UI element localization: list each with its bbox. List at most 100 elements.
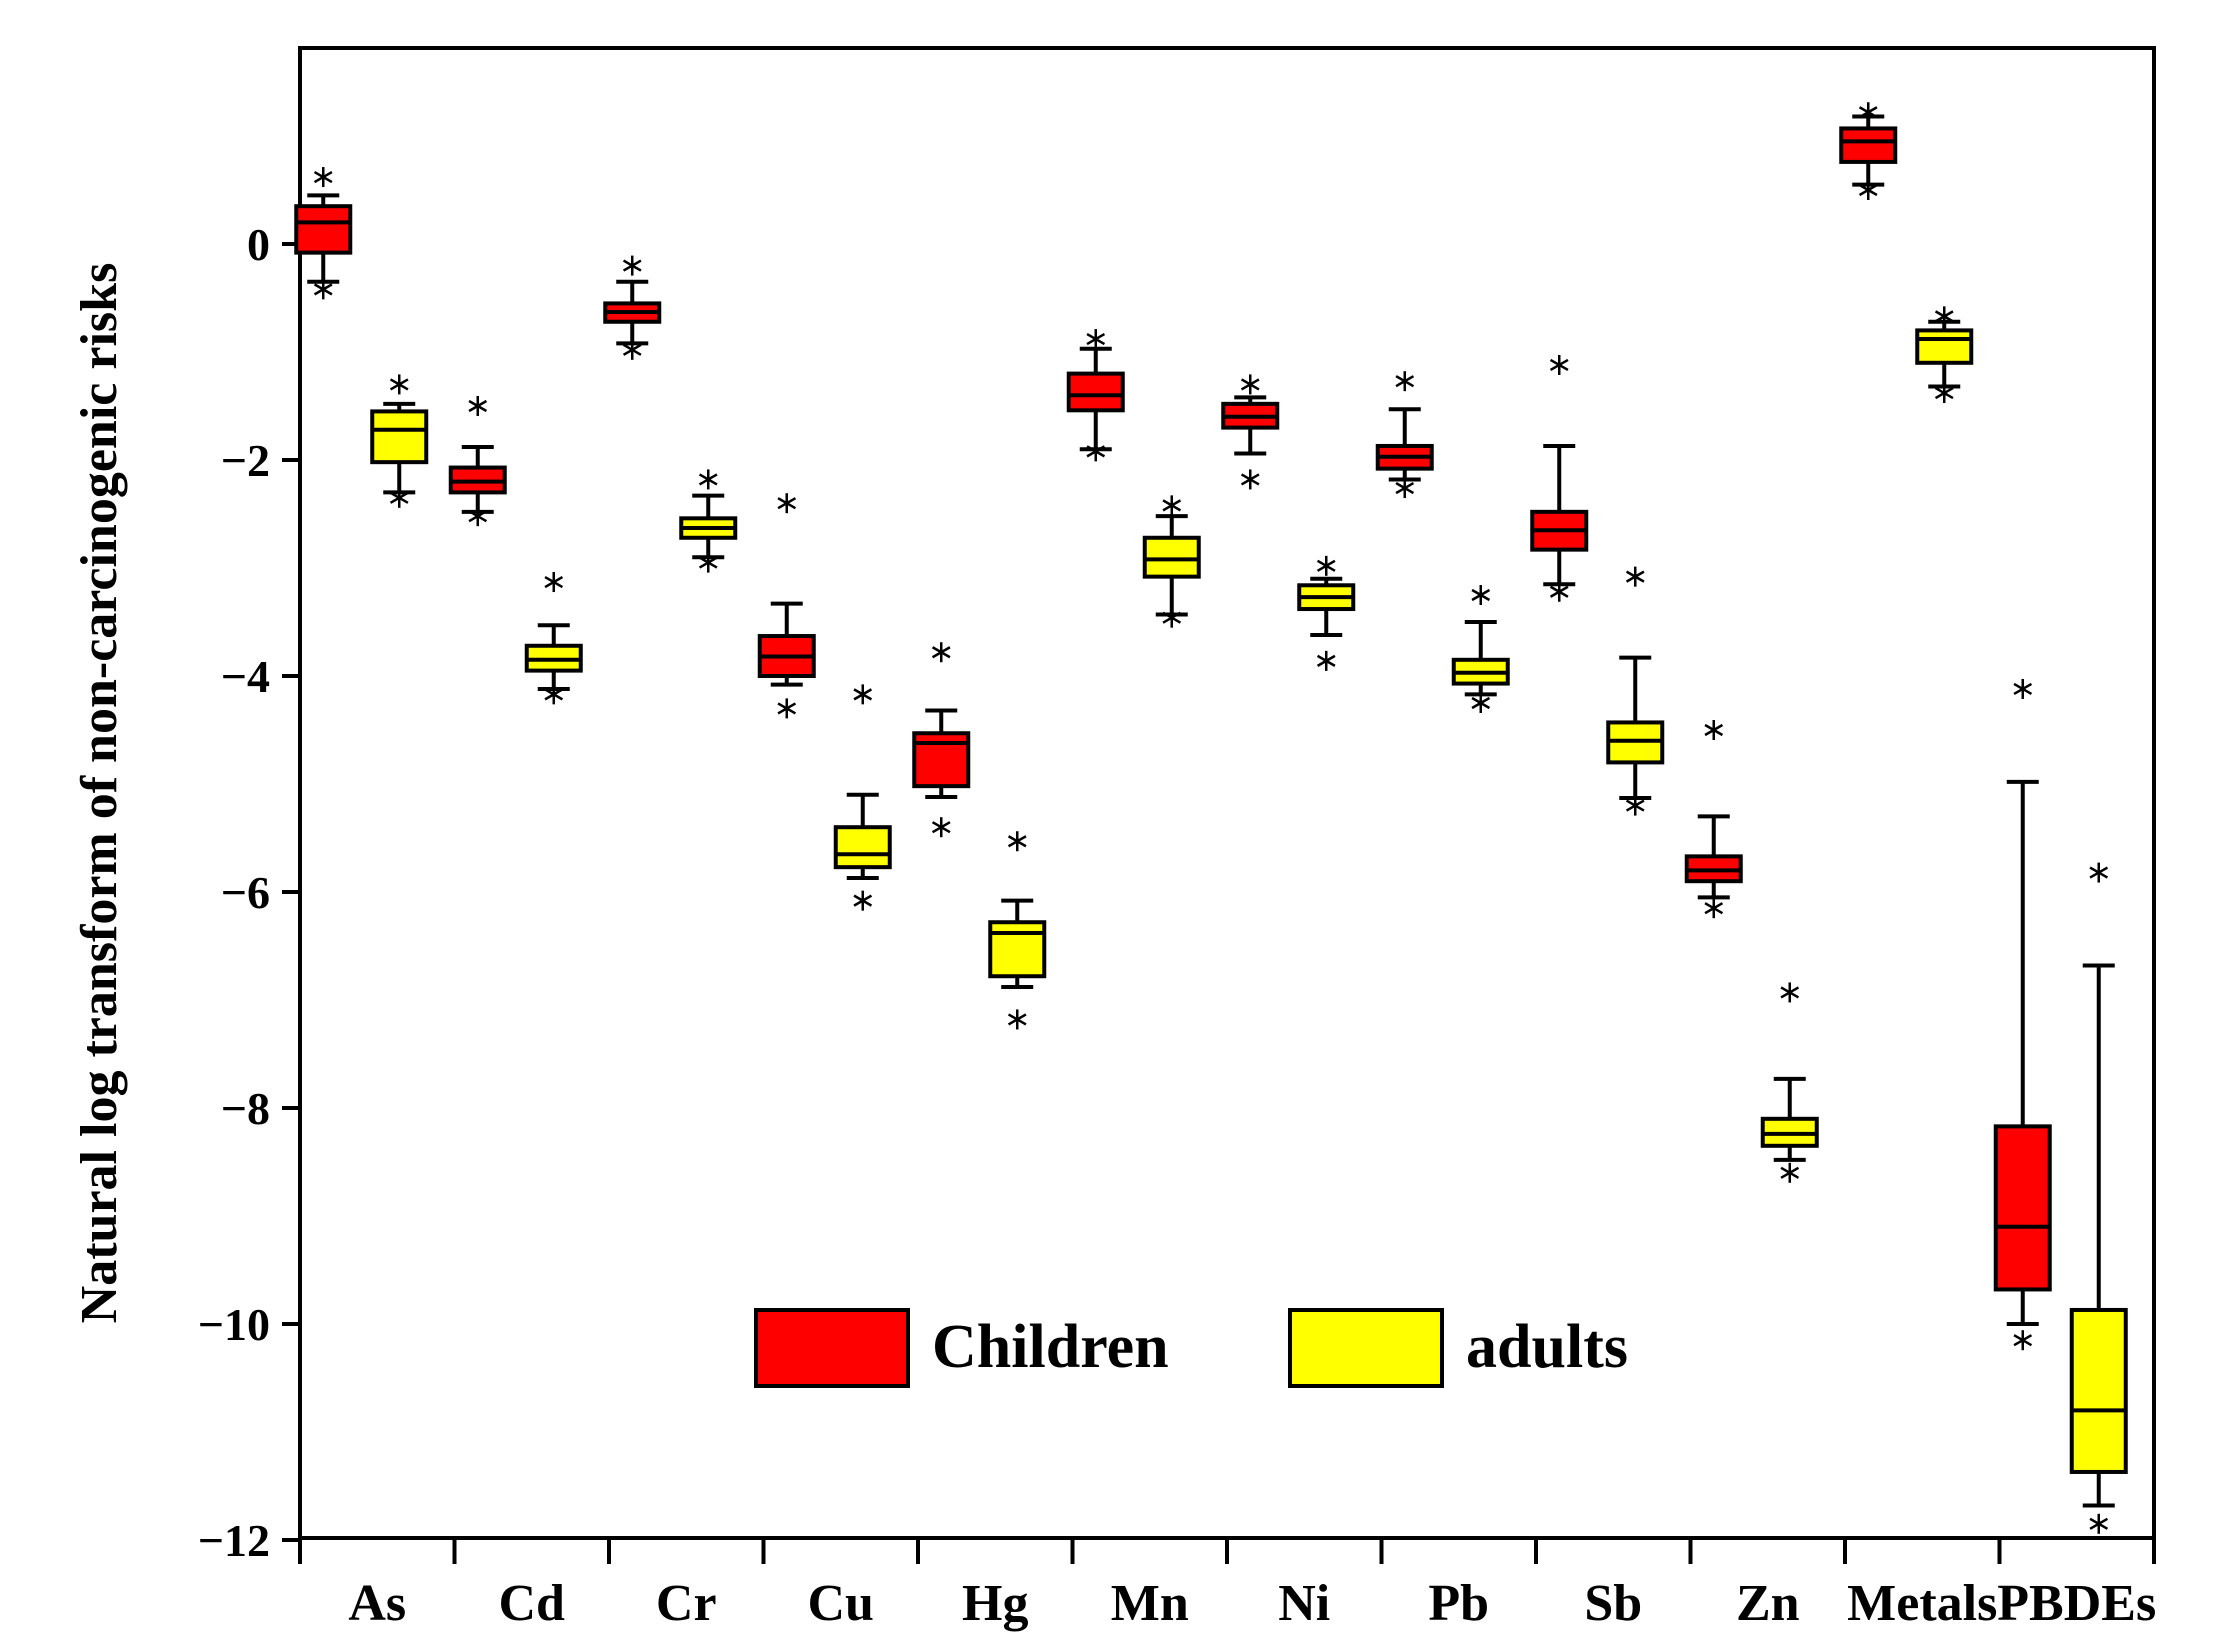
iqr-box	[1915, 328, 1974, 365]
outlier-point	[1780, 1162, 1800, 1183]
box-adults-pb	[1451, 585, 1510, 713]
outlier-point	[622, 339, 642, 360]
box-adults-hg	[988, 831, 1047, 1030]
outlier-point	[1162, 495, 1182, 516]
outlier-point	[1704, 898, 1724, 919]
box-children-pbdes	[1993, 678, 2052, 1351]
outlier-point	[622, 255, 642, 276]
box-children-sb	[1530, 354, 1589, 602]
box-adults-sb	[1606, 566, 1665, 816]
outlier-point	[1316, 650, 1336, 671]
outlier-point	[1162, 607, 1182, 628]
iqr-box	[2069, 1307, 2128, 1474]
outlier-point	[1934, 306, 1954, 327]
outlier-point	[389, 487, 409, 508]
y-tick-label: −6	[221, 867, 270, 918]
legend-item-adults: adults	[1288, 1308, 1628, 1388]
outlier-point	[1858, 102, 1878, 123]
box-children-cr	[603, 255, 662, 360]
legend-swatch	[1288, 1308, 1444, 1388]
outlier-point	[698, 552, 718, 573]
outlier-point	[1395, 478, 1415, 499]
outlier-point	[1625, 795, 1645, 816]
outlier-point	[1316, 555, 1336, 576]
box-children-hg	[912, 642, 971, 838]
y-tick-label: 0	[247, 219, 270, 270]
legend: Children adults	[754, 1308, 1628, 1388]
iqr-box	[1993, 1124, 2052, 1292]
box-children-mn	[1066, 329, 1125, 462]
outlier-point	[313, 167, 333, 188]
y-tick-label: −2	[221, 435, 270, 486]
legend-label: adults	[1466, 1313, 1628, 1381]
outlier-point	[1086, 329, 1106, 350]
box-children-metals	[1839, 102, 1898, 200]
outlier-point	[468, 396, 488, 416]
box-adults-as	[370, 374, 429, 508]
outlier-point	[2089, 1513, 2109, 1534]
boxes-layer	[294, 102, 2128, 1534]
box-adults-pbdes	[2069, 862, 2128, 1534]
outlier-point	[2089, 862, 2109, 883]
legend-item-children: Children	[754, 1308, 1169, 1388]
outlier-point	[1625, 566, 1645, 587]
x-tick-label: Mn	[1111, 1575, 1189, 1632]
outlier-point	[1858, 180, 1878, 200]
box-adults-cu	[833, 684, 892, 911]
outlier-point	[1471, 693, 1491, 713]
iqr-box	[1066, 371, 1125, 413]
outlier-point	[1780, 982, 1800, 1003]
outlier-point	[2013, 1330, 2033, 1351]
box-adults-ni	[1297, 555, 1356, 671]
outlier-point	[1934, 383, 1954, 404]
outlier-point	[1704, 720, 1724, 740]
box-adults-mn	[1142, 495, 1201, 628]
outlier-point	[931, 642, 951, 663]
iqr-box	[294, 204, 353, 255]
iqr-box	[370, 409, 429, 465]
outlier-point	[698, 469, 718, 490]
outlier-point	[313, 279, 333, 300]
iqr-box	[833, 825, 892, 870]
box-adults-cr	[679, 469, 738, 573]
outlier-point	[777, 698, 797, 719]
x-tick-label: As	[348, 1575, 406, 1632]
box-adults-metals	[1915, 306, 1974, 404]
outlier-point	[853, 890, 873, 911]
y-tick-label: −10	[198, 1299, 270, 1350]
outlier-point	[931, 817, 951, 838]
x-tick-label: Zn	[1736, 1575, 1800, 1632]
outlier-point	[544, 684, 564, 705]
box-children-cu	[757, 493, 816, 719]
x-tick-label: Metals	[1847, 1575, 1997, 1632]
iqr-box	[1839, 126, 1898, 164]
outlier-point	[1549, 581, 1569, 602]
y-tick-label: −12	[198, 1515, 270, 1566]
outlier-point	[389, 374, 409, 395]
outlier-point	[1086, 441, 1106, 462]
outlier-point	[1240, 374, 1260, 395]
outlier-point	[544, 572, 564, 593]
outlier-point	[1007, 831, 1027, 852]
box-adults-cd	[524, 572, 583, 705]
x-tick-label: Cd	[499, 1575, 566, 1632]
x-tick-label: Ni	[1278, 1575, 1330, 1632]
y-tick-label: −4	[221, 651, 270, 702]
box-children-zn	[1684, 720, 1743, 919]
x-tick-label: PBDEs	[1997, 1575, 2156, 1632]
box-children-as	[294, 167, 353, 300]
outlier-point	[777, 493, 797, 514]
axes-layer: 0 −2 −4 −6 −8 −10 −12 Natural log transform of …	[71, 46, 2156, 1632]
outlier-point	[1395, 371, 1415, 392]
outlier-point	[853, 684, 873, 705]
y-tick-label: −8	[221, 1083, 270, 1134]
outlier-point	[1240, 469, 1260, 490]
outlier-point	[2013, 678, 2033, 699]
x-tick-label: Cr	[656, 1575, 717, 1632]
x-tick-label: Cu	[808, 1575, 874, 1632]
legend-swatch	[754, 1308, 910, 1388]
box-adults-zn	[1760, 982, 1819, 1183]
box-children-ni	[1221, 374, 1280, 490]
plot-frame	[298, 46, 2156, 1540]
